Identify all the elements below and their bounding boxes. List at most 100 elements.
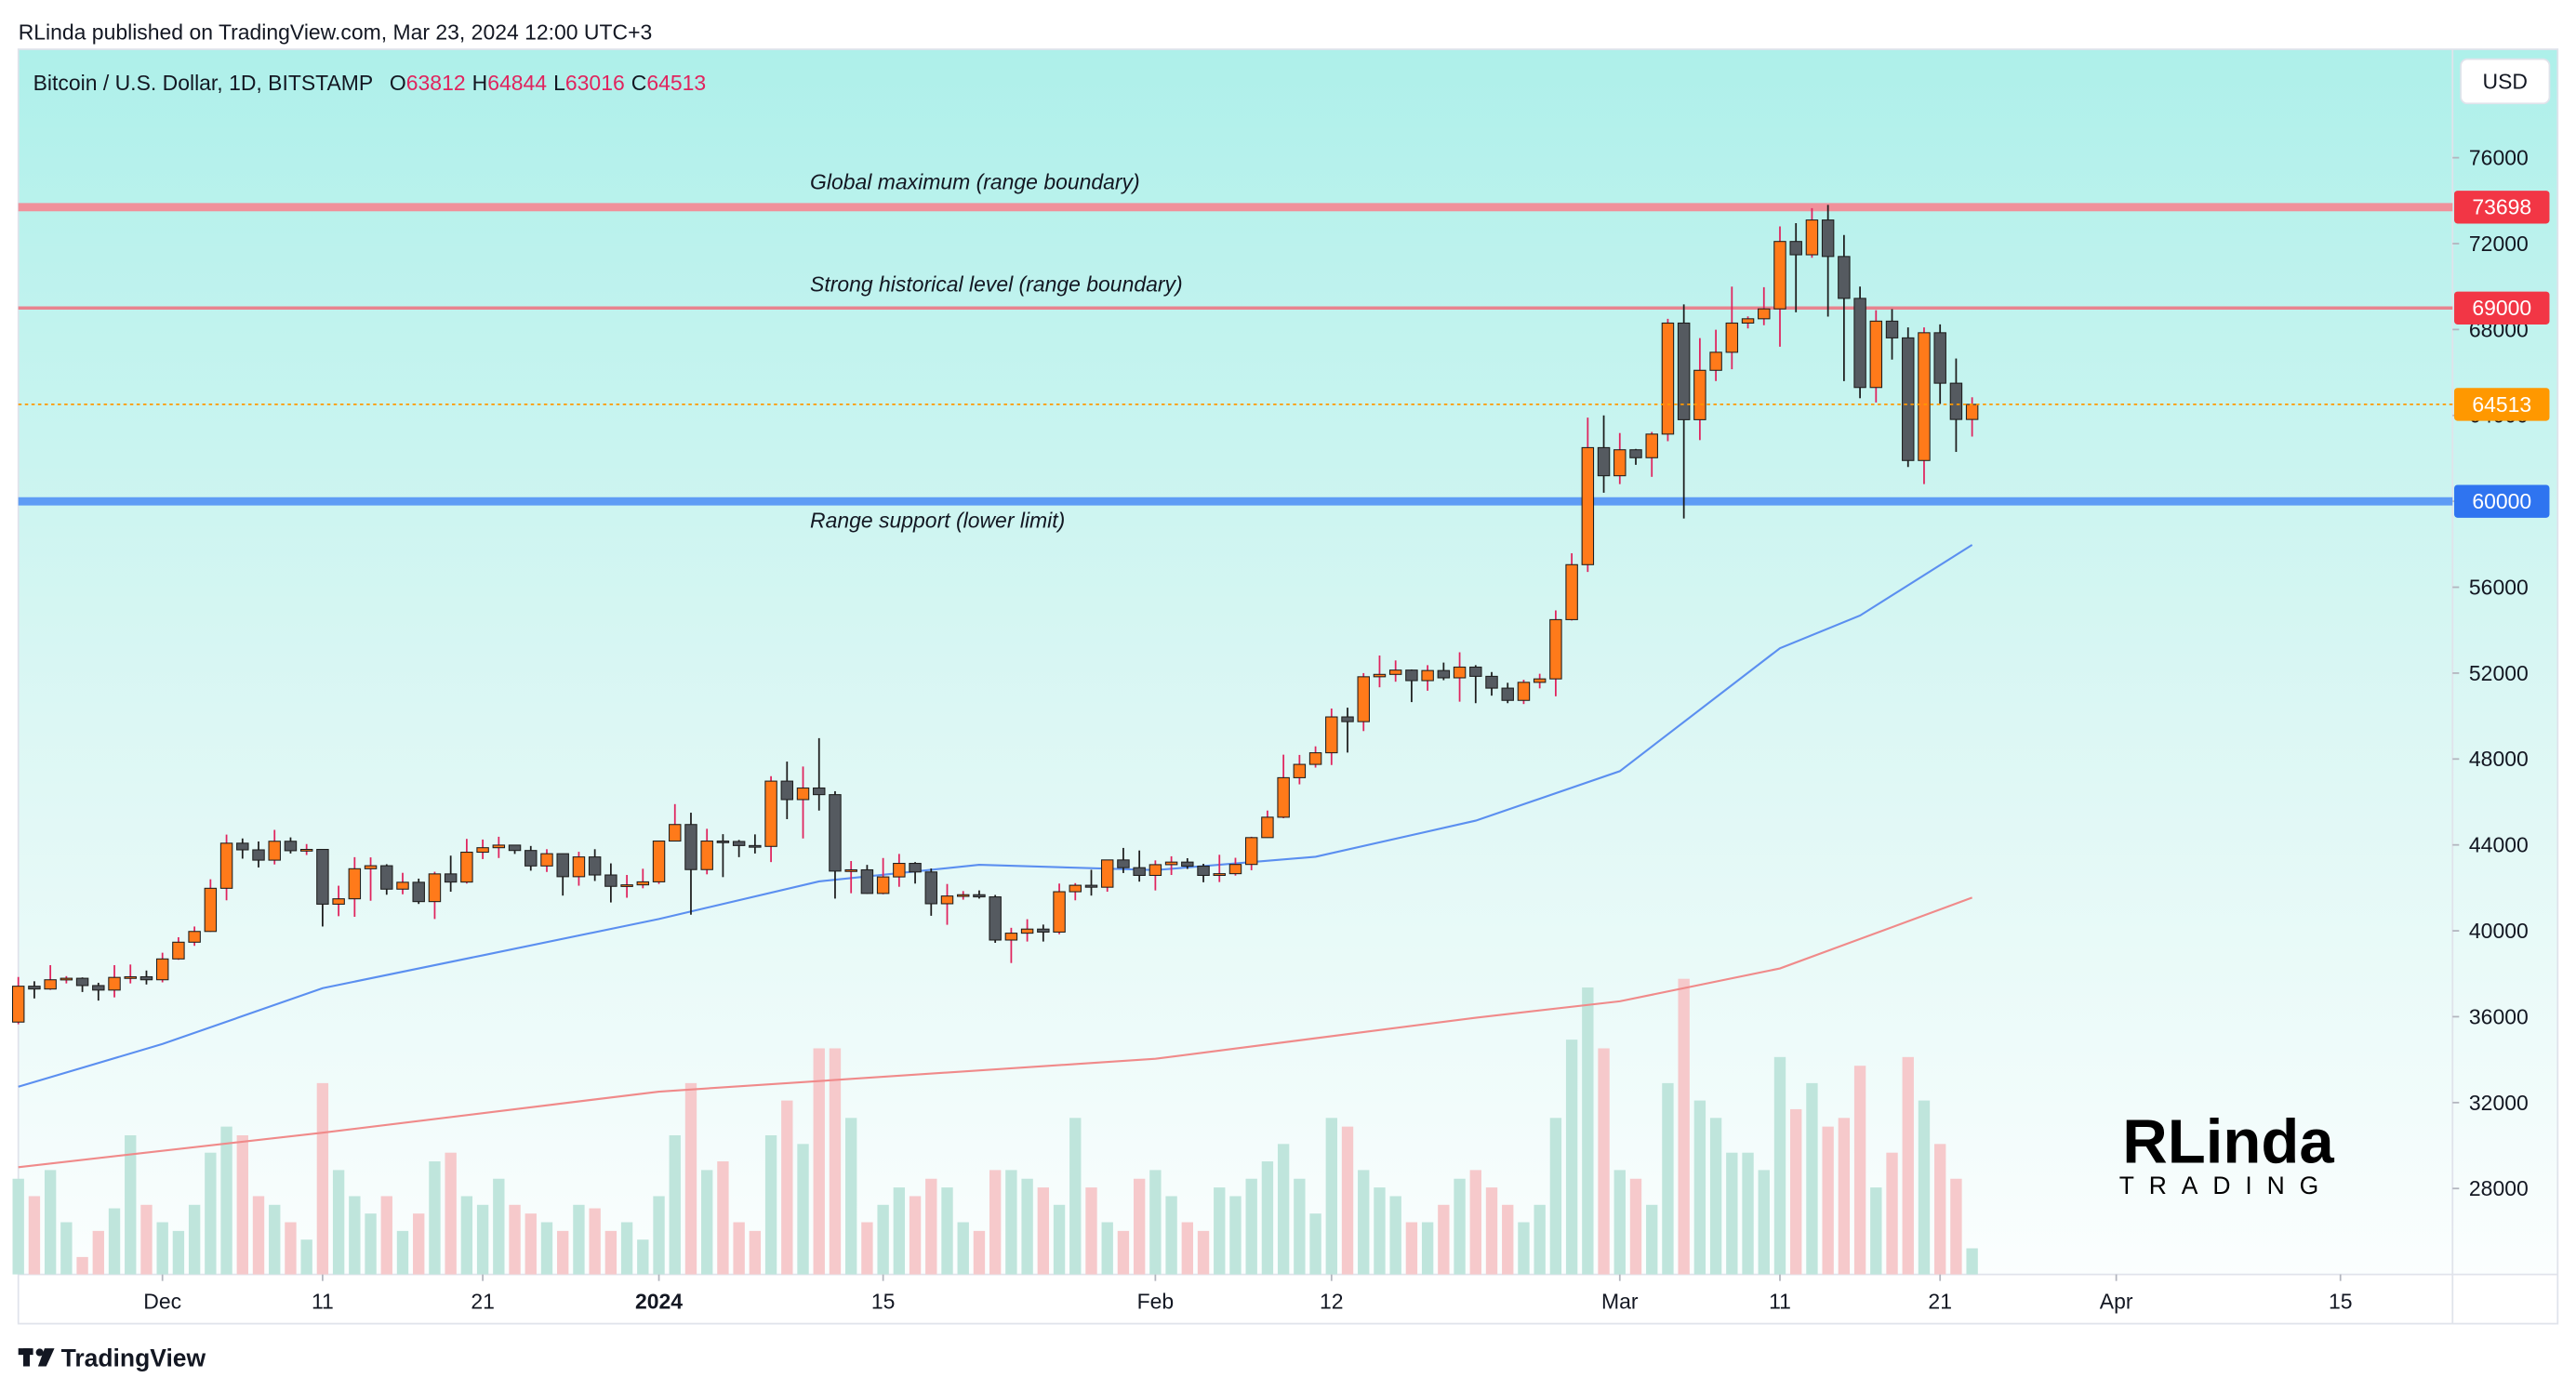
footer-brand: TradingView	[61, 1345, 206, 1372]
candle-body	[1725, 322, 1739, 353]
candle-body	[11, 986, 25, 1023]
volume-bar	[269, 1204, 281, 1275]
volume-bar	[764, 1134, 777, 1275]
currency-button[interactable]	[2460, 58, 2551, 105]
legend-key: L	[553, 71, 565, 95]
candle-body	[155, 958, 169, 981]
candle-body	[1677, 322, 1691, 420]
level-annotation: Range support (lower limit)	[810, 508, 1065, 532]
volume-bar	[332, 1170, 345, 1275]
candle-body	[348, 868, 362, 900]
x-tick-label: Dec	[143, 1290, 181, 1314]
volume-bar	[445, 1152, 457, 1275]
x-tick-label: 11	[1769, 1290, 1791, 1314]
volume-bar	[1309, 1213, 1321, 1275]
volume-bar	[1261, 1161, 1274, 1275]
volume-bar	[604, 1230, 617, 1275]
level-price-label: 69000	[2472, 296, 2531, 320]
volume-bar	[1613, 1170, 1626, 1275]
volume-bar	[316, 1082, 329, 1275]
candle-body	[28, 986, 41, 990]
candle-body	[572, 856, 586, 878]
volume-bar	[1950, 1178, 1962, 1275]
candle-body	[476, 847, 489, 854]
candle-body	[1805, 219, 1819, 256]
volume-bar	[365, 1213, 377, 1275]
candle-body	[1933, 332, 1946, 384]
volume-bar	[1565, 1040, 1578, 1275]
volume-bar	[1421, 1222, 1434, 1275]
candle-body	[1789, 241, 1802, 256]
candle-body	[1228, 864, 1242, 875]
volume-bar	[1469, 1170, 1481, 1275]
volume-bar	[1405, 1222, 1418, 1275]
volume-bar	[941, 1187, 953, 1275]
candle-body	[909, 863, 922, 873]
volume-bar	[1870, 1187, 1882, 1275]
volume-bar	[1742, 1152, 1754, 1275]
candle-body	[1100, 859, 1114, 888]
candle-body	[1053, 891, 1066, 933]
volume-bar	[1325, 1118, 1337, 1275]
candle-body	[364, 865, 378, 869]
candle-body	[684, 824, 697, 870]
candle-body	[380, 865, 393, 890]
candle-body	[1133, 867, 1146, 877]
volume-bar	[60, 1222, 73, 1275]
volume-bar	[1629, 1178, 1642, 1275]
candle-body	[1437, 669, 1451, 679]
volume-bar	[1341, 1126, 1354, 1275]
candle-body	[284, 841, 298, 852]
volume-bar	[637, 1239, 649, 1275]
x-tick-label: 11	[312, 1290, 334, 1314]
candle-body	[1357, 676, 1370, 722]
moving-average	[18, 896, 1973, 1169]
candle-body	[669, 824, 682, 842]
volume-bar	[300, 1239, 312, 1275]
volume-bar	[957, 1222, 969, 1275]
volume-bar	[1582, 987, 1594, 1275]
y-tick-label: 32000	[2469, 1091, 2529, 1115]
candle-body	[1965, 404, 1979, 420]
candle-body	[1533, 678, 1547, 683]
candle-body	[1902, 337, 1915, 461]
currency[interactable]: USD	[2483, 69, 2528, 93]
candle-body	[956, 894, 970, 897]
volume-bar	[1005, 1170, 1017, 1275]
candle-body	[108, 976, 121, 991]
volume-bar	[1438, 1204, 1450, 1275]
candle-body	[1405, 669, 1418, 682]
y-tick-label: 76000	[2469, 146, 2529, 170]
legend-value: 64844	[487, 71, 547, 95]
candle-body	[428, 873, 442, 903]
volume-bar	[861, 1222, 873, 1275]
candle-body	[252, 849, 265, 861]
legend-key: C	[631, 71, 647, 95]
volume-bar	[797, 1144, 809, 1275]
volume-bar	[1678, 978, 1690, 1275]
volume-bar	[429, 1161, 441, 1275]
volume-bar	[1037, 1187, 1050, 1275]
candle-body	[940, 895, 954, 905]
logo-sub: TRADING	[2119, 1172, 2333, 1199]
candle-body	[860, 868, 874, 894]
candle-body	[268, 841, 281, 861]
candle-body	[1004, 933, 1018, 941]
volume-bar	[1886, 1152, 1898, 1275]
volume-bar	[1117, 1230, 1130, 1275]
candle-body	[92, 985, 105, 991]
volume-bar	[1133, 1178, 1146, 1275]
legend-title: Bitcoin / U.S. Dollar, 1D, BITSTAMP	[33, 71, 374, 95]
candle-body	[1388, 669, 1402, 675]
volume-bar	[909, 1196, 922, 1275]
volume-bar	[1277, 1144, 1290, 1275]
candle-body	[844, 868, 857, 872]
y-tick-label: 52000	[2469, 661, 2529, 685]
candle-body	[188, 931, 201, 943]
candle-body	[332, 898, 345, 905]
candle-body	[204, 887, 218, 933]
candle-body	[604, 874, 617, 887]
plot-background	[18, 48, 2558, 1275]
candle-body	[1949, 382, 1963, 420]
